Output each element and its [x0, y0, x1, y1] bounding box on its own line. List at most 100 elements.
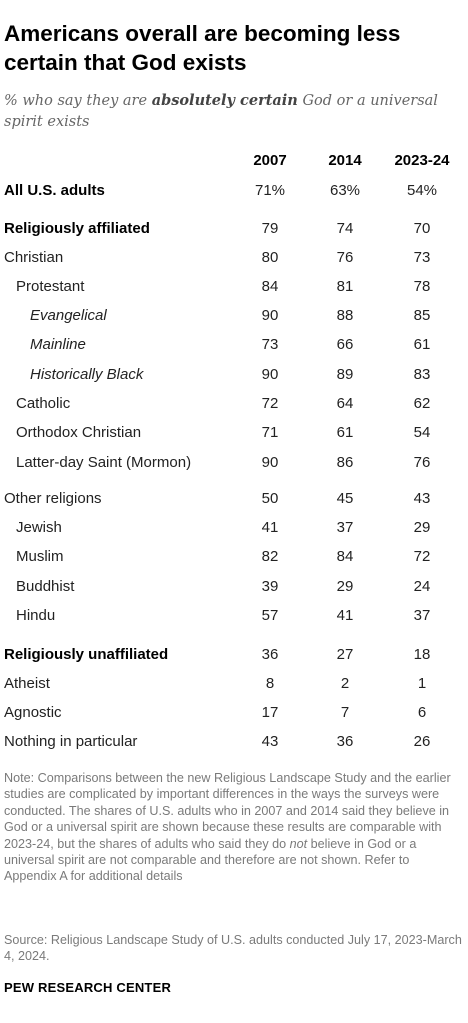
- row-label: Mainline: [30, 336, 86, 353]
- row-label: Historically Black: [30, 366, 144, 383]
- chart-title: Americans overall are becoming less cert…: [4, 21, 401, 75]
- value-2007: 41: [261, 519, 279, 536]
- value-2014: 29: [336, 578, 354, 595]
- value-2014: 36: [336, 733, 354, 750]
- table-row: Catholic 72 64 62: [4, 393, 464, 415]
- value-2023-24: 83: [413, 366, 431, 383]
- value-2014: 66: [336, 336, 354, 353]
- value-2007: 79: [261, 220, 279, 237]
- value-2023-24: 18: [413, 646, 431, 663]
- value-2007: 17: [261, 704, 279, 721]
- table-row: Hindu 57 41 37: [4, 605, 464, 627]
- value-2007: 84: [261, 278, 279, 295]
- table-row: Religiously unaffiliated 36 27 18: [4, 644, 464, 666]
- row-label: Atheist: [4, 675, 50, 692]
- value-2014: 89: [336, 366, 354, 383]
- value-2007: 39: [261, 578, 279, 595]
- value-2023-24: 24: [413, 578, 431, 595]
- value-2007: 71: [261, 424, 279, 441]
- value-2023-24: 73: [413, 249, 431, 266]
- value-2023-24: 72: [413, 548, 431, 565]
- value-2007: 36: [261, 646, 279, 663]
- table-row: Mainline 73 66 61: [4, 334, 464, 356]
- value-2014: 76: [336, 249, 354, 266]
- value-2023-24: 62: [413, 395, 431, 412]
- value-2023-24: 76: [413, 454, 431, 471]
- table-row: Atheist 8 2 1: [4, 673, 464, 695]
- value-2007: 82: [261, 548, 279, 565]
- row-label: Jewish: [16, 519, 62, 536]
- row-label: Protestant: [16, 278, 85, 295]
- value-2014: 63%: [329, 182, 361, 199]
- value-2023-24: 78: [413, 278, 431, 295]
- value-2023-24: 1: [417, 675, 427, 692]
- subtitle-suffix: God or a universal spirit exists: [4, 93, 438, 130]
- value-2023-24: 54: [413, 424, 431, 441]
- column-header-2023-24: 2023-24: [394, 152, 450, 169]
- value-2014: 45: [336, 490, 354, 507]
- value-2023-24: 29: [413, 519, 431, 536]
- value-2014: 37: [336, 519, 354, 536]
- table-row: Latter-day Saint (Mormon) 90 86 76: [4, 452, 464, 474]
- value-2023-24: 6: [417, 704, 427, 721]
- row-label: Catholic: [16, 395, 71, 412]
- value-2014: 2: [340, 675, 350, 692]
- value-2007: 73: [261, 336, 279, 353]
- table-row: Religiously affiliated 79 74 70: [4, 218, 464, 240]
- table-row: Buddhist 39 29 24: [4, 576, 464, 598]
- value-2007: 80: [261, 249, 279, 266]
- value-2023-24: 85: [413, 307, 431, 324]
- value-2007: 72: [261, 395, 279, 412]
- value-2023-24: 54%: [406, 182, 438, 199]
- row-label: All U.S. adults: [4, 182, 105, 199]
- value-2007: 90: [261, 307, 279, 324]
- value-2007: 90: [261, 454, 279, 471]
- row-label: Muslim: [16, 548, 64, 565]
- table-row: Evangelical 90 88 85: [4, 305, 464, 327]
- value-2023-24: 43: [413, 490, 431, 507]
- row-label: Hindu: [16, 607, 56, 624]
- value-2014: 84: [336, 548, 354, 565]
- row-label: Religiously affiliated: [4, 220, 150, 237]
- value-2023-24: 26: [413, 733, 431, 750]
- value-2007: 8: [265, 675, 275, 692]
- row-label: Religiously unaffiliated: [4, 646, 169, 663]
- table-row: Agnostic 17 7 6: [4, 702, 464, 724]
- value-2014: 81: [336, 278, 354, 295]
- chart-source: Source: Religious Landscape Study of U.S…: [4, 933, 462, 964]
- row-label: Agnostic: [4, 704, 62, 721]
- row-label: Evangelical: [30, 307, 107, 324]
- table-row: Historically Black 90 89 83: [4, 364, 464, 386]
- chart-subtitle: % who say they are absolutely certain Go…: [4, 90, 454, 133]
- table-row: All U.S. adults 71% 63% 54%: [4, 180, 464, 202]
- row-label: Other religions: [4, 490, 102, 507]
- value-2014: 41: [336, 607, 354, 624]
- value-2007: 71%: [254, 182, 286, 199]
- value-2014: 88: [336, 307, 354, 324]
- value-2014: 64: [336, 395, 354, 412]
- table-row: Other religions 50 45 43: [4, 488, 464, 510]
- value-2023-24: 61: [413, 336, 431, 353]
- pew-logo-text: PEW RESEARCH CENTER: [4, 980, 172, 995]
- value-2007: 43: [261, 733, 279, 750]
- value-2014: 7: [340, 704, 350, 721]
- note-text-2: believe in God or a universal spirit are…: [4, 836, 417, 884]
- value-2007: 50: [261, 490, 279, 507]
- value-2014: 74: [336, 220, 354, 237]
- row-label: Orthodox Christian: [16, 424, 142, 441]
- table-row: Christian 80 76 73: [4, 247, 464, 269]
- value-2014: 86: [336, 454, 354, 471]
- chart-note: Note: Comparisons between the new Religi…: [4, 770, 462, 885]
- table-row: Jewish 41 37 29: [4, 517, 464, 539]
- table-row: Nothing in particular 43 36 26: [4, 731, 464, 753]
- row-label: Latter-day Saint (Mormon): [16, 454, 192, 471]
- table-row: Protestant 84 81 78: [4, 276, 464, 298]
- note-text-1: Note: Comparisons between the new Religi…: [4, 771, 451, 851]
- row-label: Christian: [4, 249, 64, 266]
- value-2014: 27: [336, 646, 354, 663]
- column-header-2007: 2007: [253, 152, 287, 169]
- row-label: Nothing in particular: [4, 733, 138, 750]
- row-label: Buddhist: [16, 578, 75, 595]
- value-2007: 57: [261, 607, 279, 624]
- value-2023-24: 37: [413, 607, 431, 624]
